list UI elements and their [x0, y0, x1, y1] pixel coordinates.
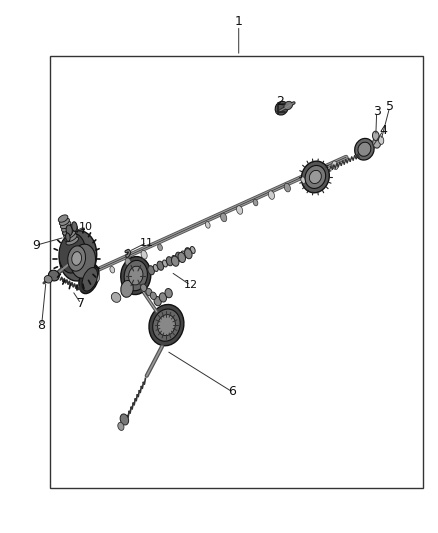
Ellipse shape [153, 264, 158, 271]
Ellipse shape [110, 266, 115, 273]
Ellipse shape [148, 265, 155, 275]
Ellipse shape [72, 252, 81, 265]
Ellipse shape [121, 280, 133, 297]
Ellipse shape [66, 233, 70, 241]
Ellipse shape [373, 138, 381, 148]
Text: 8: 8 [38, 319, 46, 332]
Ellipse shape [178, 252, 186, 263]
Ellipse shape [284, 101, 293, 110]
Ellipse shape [129, 266, 143, 285]
Ellipse shape [172, 255, 177, 262]
Ellipse shape [68, 246, 85, 271]
Ellipse shape [120, 414, 129, 425]
Ellipse shape [62, 224, 72, 232]
Text: 4: 4 [379, 124, 387, 137]
Ellipse shape [141, 251, 147, 259]
Ellipse shape [66, 237, 78, 245]
Ellipse shape [141, 284, 147, 292]
Ellipse shape [355, 139, 374, 160]
Text: 11: 11 [140, 238, 154, 247]
Ellipse shape [153, 309, 180, 341]
Bar [50, 56, 423, 488]
Ellipse shape [181, 251, 186, 258]
Text: 7: 7 [77, 297, 85, 310]
Ellipse shape [58, 215, 68, 222]
Ellipse shape [149, 304, 184, 346]
Ellipse shape [124, 261, 148, 290]
Ellipse shape [121, 256, 151, 295]
Ellipse shape [316, 168, 322, 177]
Ellipse shape [301, 177, 306, 183]
Ellipse shape [60, 221, 71, 229]
Ellipse shape [185, 248, 191, 257]
Ellipse shape [166, 257, 173, 266]
Ellipse shape [125, 258, 131, 266]
Ellipse shape [49, 270, 59, 281]
Ellipse shape [158, 314, 175, 336]
Ellipse shape [176, 252, 182, 261]
Ellipse shape [332, 161, 338, 169]
Text: 3: 3 [373, 106, 381, 118]
Text: 5: 5 [386, 100, 394, 113]
Ellipse shape [93, 273, 99, 281]
Ellipse shape [221, 213, 227, 222]
Ellipse shape [358, 142, 371, 156]
Ellipse shape [165, 288, 172, 298]
Ellipse shape [59, 233, 85, 273]
Ellipse shape [301, 161, 329, 193]
Ellipse shape [309, 171, 321, 183]
Ellipse shape [305, 165, 325, 189]
Text: 6: 6 [228, 385, 236, 398]
Ellipse shape [118, 422, 124, 431]
Ellipse shape [59, 231, 97, 281]
Ellipse shape [205, 222, 210, 228]
Ellipse shape [154, 296, 161, 306]
Text: 2: 2 [276, 95, 284, 108]
Ellipse shape [111, 293, 121, 302]
Ellipse shape [284, 183, 290, 192]
Ellipse shape [82, 268, 98, 291]
Ellipse shape [64, 231, 75, 238]
Ellipse shape [237, 206, 243, 214]
Ellipse shape [268, 191, 275, 199]
Ellipse shape [171, 256, 179, 266]
Ellipse shape [159, 293, 166, 302]
Ellipse shape [72, 222, 77, 231]
Ellipse shape [253, 199, 258, 206]
Ellipse shape [60, 218, 69, 225]
Text: 1: 1 [235, 15, 243, 28]
Ellipse shape [66, 225, 72, 236]
Ellipse shape [150, 292, 156, 300]
Text: 10: 10 [78, 222, 92, 231]
Ellipse shape [157, 261, 164, 270]
Ellipse shape [44, 276, 52, 283]
Ellipse shape [63, 228, 74, 235]
Ellipse shape [71, 244, 95, 278]
Ellipse shape [372, 131, 379, 141]
Ellipse shape [162, 260, 167, 267]
Ellipse shape [79, 264, 99, 294]
Ellipse shape [184, 248, 192, 259]
Ellipse shape [146, 288, 152, 296]
Ellipse shape [275, 101, 288, 115]
Text: 12: 12 [184, 280, 198, 290]
Ellipse shape [65, 233, 77, 242]
Ellipse shape [378, 136, 384, 144]
Ellipse shape [190, 246, 195, 254]
Ellipse shape [158, 244, 162, 251]
Text: 9: 9 [32, 239, 40, 252]
